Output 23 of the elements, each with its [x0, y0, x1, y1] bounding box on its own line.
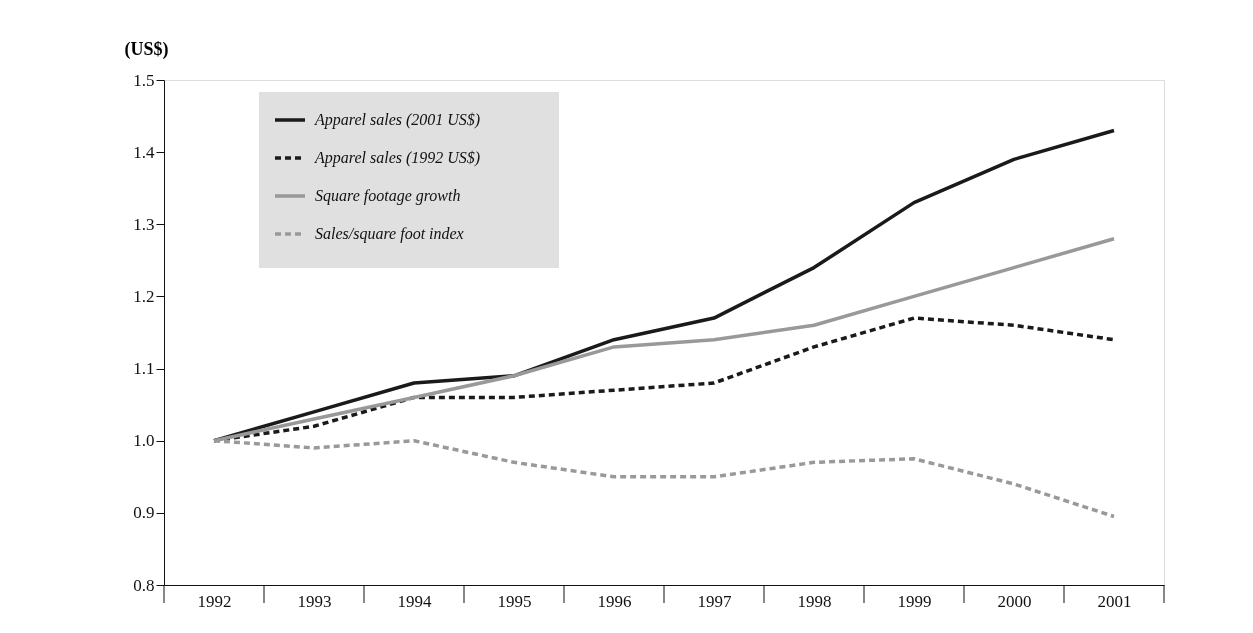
x-tick-label: 2001 — [1097, 591, 1132, 611]
legend-label: Square footage growth — [315, 187, 461, 205]
x-tick-label: 1996 — [597, 591, 632, 611]
y-tick-label: 1.1 — [133, 359, 155, 379]
y-tick-label: 1.2 — [133, 286, 155, 306]
x-tick-label: 1992 — [197, 591, 232, 611]
x-tick-label: 1995 — [497, 591, 532, 611]
y-tick-label: 0.8 — [133, 575, 155, 595]
legend-label: Apparel sales (2001 US$) — [314, 111, 481, 129]
legend-label: Apparel sales (1992 US$) — [314, 149, 481, 167]
x-tick-label: 1993 — [297, 591, 332, 611]
legend-label: Sales/square foot index — [315, 225, 464, 243]
y-tick-label: 0.9 — [133, 503, 155, 523]
x-tick-label: 1998 — [797, 591, 832, 611]
x-tick-label: 1997 — [697, 591, 732, 611]
y-tick-label: 1.0 — [133, 431, 155, 451]
y-axis-title: (US$) — [124, 38, 169, 60]
x-tick-label: 1999 — [897, 591, 932, 611]
x-tick-label: 2000 — [997, 591, 1032, 611]
y-tick-label: 1.3 — [133, 214, 155, 234]
x-tick-label: 1994 — [397, 591, 432, 611]
y-tick-label: 1.4 — [133, 142, 155, 162]
y-tick-label: 1.5 — [133, 70, 155, 90]
